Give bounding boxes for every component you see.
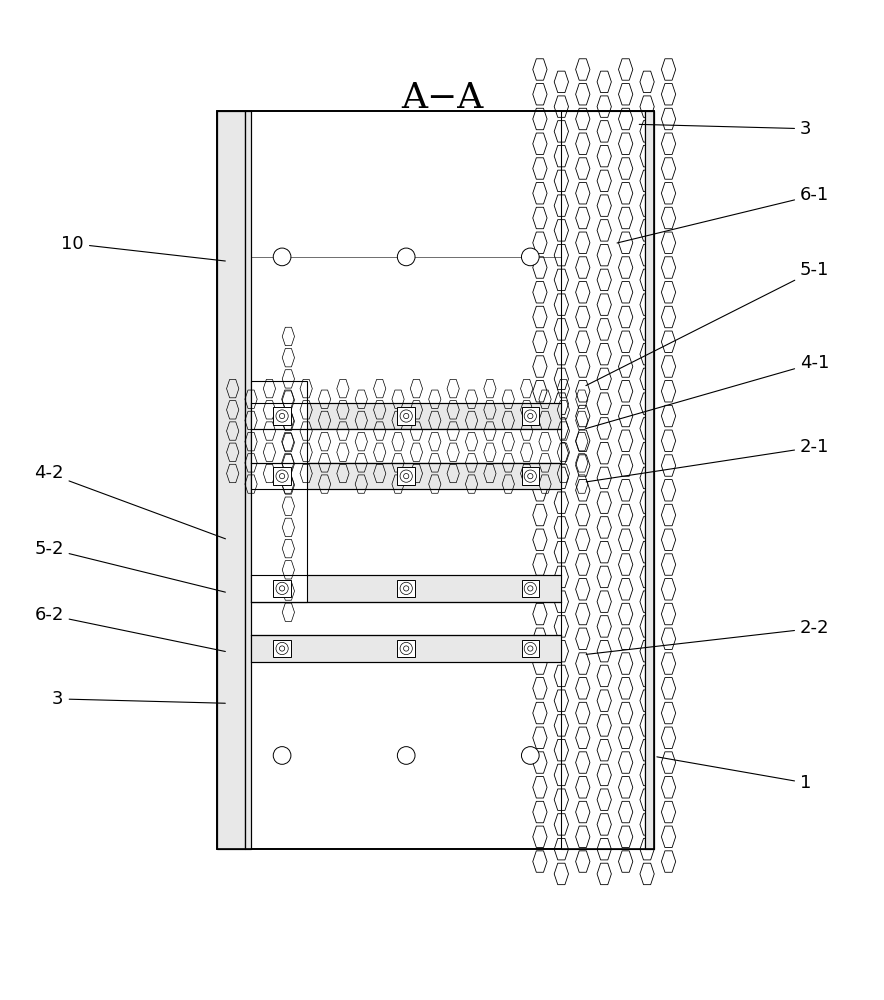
Circle shape <box>398 248 415 266</box>
Bar <box>217 111 245 849</box>
Bar <box>273 640 291 657</box>
Bar <box>645 111 654 849</box>
Bar <box>251 575 561 602</box>
Bar <box>245 111 251 849</box>
Circle shape <box>522 248 539 266</box>
Bar <box>273 467 291 485</box>
Bar <box>522 407 539 425</box>
Text: 6-1: 6-1 <box>617 186 829 243</box>
Text: A−A: A−A <box>400 81 484 115</box>
Bar <box>561 111 645 849</box>
Bar <box>645 111 654 849</box>
Bar <box>522 467 539 485</box>
Text: 2-1: 2-1 <box>586 438 829 482</box>
Bar <box>522 640 539 657</box>
Bar <box>522 580 539 597</box>
Bar <box>251 381 307 602</box>
Bar <box>251 403 561 429</box>
Text: 5-1: 5-1 <box>586 261 829 386</box>
Text: 2-2: 2-2 <box>586 619 829 654</box>
Text: 10: 10 <box>61 235 225 261</box>
Circle shape <box>522 747 539 764</box>
Bar <box>398 640 415 657</box>
Bar <box>251 635 561 662</box>
Bar <box>217 111 245 849</box>
Text: 3: 3 <box>52 690 225 708</box>
Bar <box>245 111 251 849</box>
Text: 1: 1 <box>657 757 812 792</box>
Text: 4-1: 4-1 <box>586 354 829 429</box>
Bar <box>273 407 291 425</box>
Circle shape <box>273 747 291 764</box>
Text: 5-2: 5-2 <box>34 540 225 592</box>
Bar <box>251 463 561 489</box>
Circle shape <box>398 747 415 764</box>
Circle shape <box>273 248 291 266</box>
Bar <box>251 429 561 463</box>
Text: 6-2: 6-2 <box>34 606 225 651</box>
Bar <box>217 111 654 849</box>
Bar <box>398 407 415 425</box>
Text: 4-2: 4-2 <box>34 464 225 539</box>
Bar <box>217 111 654 849</box>
Bar <box>398 467 415 485</box>
Bar <box>398 580 415 597</box>
Bar <box>273 580 291 597</box>
Text: 3: 3 <box>639 120 812 138</box>
